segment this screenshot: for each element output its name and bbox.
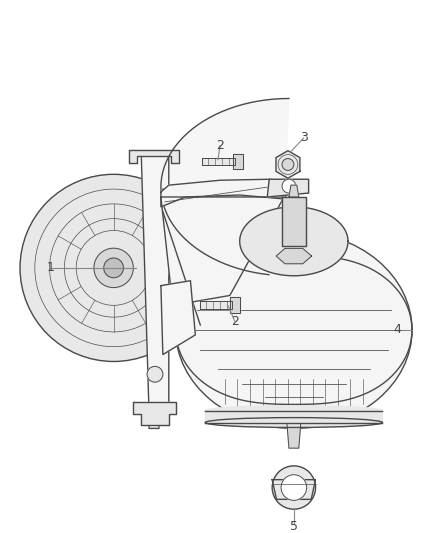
Polygon shape [161, 197, 284, 305]
Polygon shape [129, 150, 179, 163]
Polygon shape [161, 281, 195, 354]
Text: 4: 4 [393, 324, 401, 336]
Polygon shape [276, 248, 311, 264]
Text: 3: 3 [300, 132, 307, 144]
Polygon shape [161, 179, 289, 207]
Polygon shape [289, 185, 299, 197]
Polygon shape [267, 179, 309, 197]
Polygon shape [288, 197, 300, 246]
Text: 5: 5 [290, 520, 298, 533]
Text: 1: 1 [46, 261, 54, 274]
Polygon shape [233, 154, 243, 169]
Circle shape [147, 366, 163, 382]
Polygon shape [176, 255, 412, 405]
Polygon shape [205, 411, 382, 423]
Polygon shape [202, 158, 235, 165]
Polygon shape [282, 197, 306, 246]
Circle shape [104, 258, 124, 278]
Text: 2: 2 [216, 139, 224, 152]
Polygon shape [240, 207, 348, 276]
Ellipse shape [205, 406, 382, 416]
Circle shape [20, 174, 207, 361]
Polygon shape [133, 402, 176, 425]
Circle shape [281, 475, 307, 500]
Circle shape [272, 466, 315, 509]
Text: 2: 2 [231, 314, 239, 328]
Polygon shape [161, 99, 289, 274]
Polygon shape [141, 152, 169, 429]
Polygon shape [287, 424, 301, 448]
Ellipse shape [205, 417, 382, 427]
Polygon shape [200, 301, 232, 309]
Circle shape [282, 179, 296, 193]
Circle shape [282, 159, 294, 171]
Polygon shape [272, 480, 315, 499]
Polygon shape [276, 151, 300, 178]
Circle shape [94, 248, 133, 288]
Ellipse shape [176, 231, 412, 429]
Polygon shape [230, 297, 240, 313]
